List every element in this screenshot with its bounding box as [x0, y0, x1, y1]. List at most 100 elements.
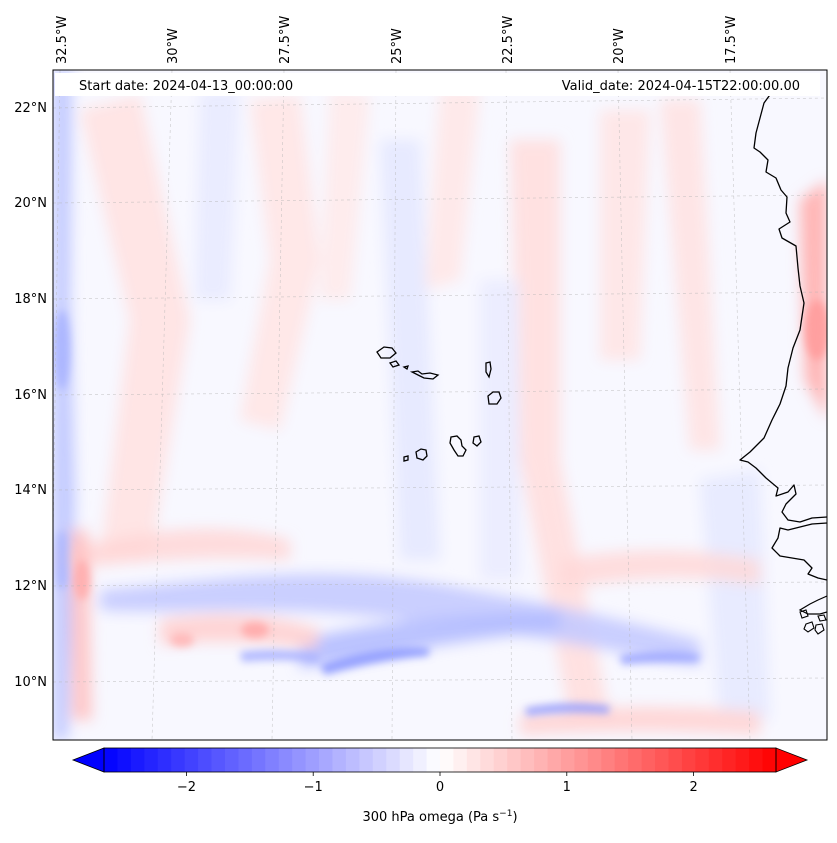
- lon-label: 25°W: [390, 28, 405, 64]
- colorbar-extend-min: [71, 747, 105, 773]
- africa-coastline-south: [771, 522, 827, 581]
- colorbar-tick-label: 1: [563, 780, 571, 795]
- island-fogo: [415, 448, 428, 461]
- island-sao-nicolau: [409, 370, 440, 380]
- colorbar-segment: [372, 748, 387, 772]
- colorbar-segment: [735, 748, 750, 772]
- island-maio: [472, 435, 482, 447]
- colorbar-segment: [440, 748, 455, 772]
- island-brava: [403, 455, 409, 462]
- island-santo-antao: [376, 346, 397, 359]
- colorbar-segment: [386, 748, 401, 772]
- lon-label: 17.5°W: [724, 16, 739, 64]
- lon-label: 27.5°W: [278, 16, 293, 64]
- lon-label: 22.5°W: [501, 16, 516, 64]
- gridlines: [53, 70, 827, 740]
- colorbar-segment: [198, 748, 213, 772]
- colorbar-segment: [668, 748, 683, 772]
- colorbar-segment: [493, 748, 508, 772]
- colorbar-segment: [453, 748, 468, 772]
- colorbar-label: 300 hPa omega (Pa s−1): [362, 809, 517, 825]
- colorbar-ticks: −2 −1 0 1 2: [177, 772, 698, 795]
- bijagos-coast: [798, 595, 827, 615]
- lon-label: 30°W: [166, 28, 181, 64]
- colorbar-tick-label: −1: [304, 780, 323, 795]
- colorbar-segment: [641, 748, 656, 772]
- date-label-strip: [55, 73, 820, 96]
- colorbar-segment: [319, 748, 334, 772]
- colorbar-label-sup: −1: [499, 809, 512, 819]
- colorbar-segment: [359, 748, 374, 772]
- lat-label: 14°N: [14, 483, 47, 498]
- colorbar-segment: [614, 748, 629, 772]
- colorbar-segment: [265, 748, 280, 772]
- island-santa-luzia: [402, 365, 409, 371]
- colorbar-segment: [305, 748, 320, 772]
- colorbar-segment: [560, 748, 575, 772]
- colorbar-segment: [587, 748, 602, 772]
- colorbar-segment: [601, 748, 616, 772]
- colorbar-segment: [507, 748, 522, 772]
- colorbar-segment: [413, 748, 428, 772]
- colorbar-segment: [722, 748, 737, 772]
- colorbar-segment: [238, 748, 253, 772]
- colorbar-segment: [144, 748, 159, 772]
- colorbar-segment: [574, 748, 589, 772]
- colorbar-segment: [251, 748, 266, 772]
- colorbar-segment: [184, 748, 199, 772]
- colorbar-segment: [681, 748, 696, 772]
- lon-label: 32.5°W: [55, 16, 70, 64]
- colorbar-segment: [117, 748, 132, 772]
- colorbar-segment: [520, 748, 535, 772]
- bijagos-islands: [799, 609, 827, 635]
- colorbar-segment: [104, 748, 119, 772]
- colorbar-segment: [708, 748, 723, 772]
- colorbar-segment: [628, 748, 643, 772]
- colorbar: −2 −1 0 1 2 300 hPa omega (Pa s−1): [71, 747, 809, 825]
- colorbar-segment: [278, 748, 293, 772]
- colorbar-label-end: ): [512, 810, 517, 825]
- island-sao-vicente: [388, 360, 401, 368]
- start-date-label: Start date: 2024-04-13_00:00:00: [79, 79, 293, 94]
- map-panel[interactable]: [50, 70, 829, 740]
- lat-label: 12°N: [14, 579, 47, 594]
- lat-label: 22°N: [14, 101, 47, 116]
- colorbar-segment: [695, 748, 710, 772]
- lat-label: 16°N: [14, 388, 47, 403]
- colorbar-segment: [426, 748, 441, 772]
- colorbar-segment: [399, 748, 414, 772]
- colorbar-label-text: 300 hPa omega (Pa s: [362, 810, 499, 825]
- island-santiago: [449, 435, 467, 457]
- colorbar-segment: [749, 748, 764, 772]
- colorbar-segment: [762, 748, 777, 772]
- lon-label: 20°W: [612, 28, 627, 64]
- africa-coastline: [739, 83, 827, 523]
- cape-verde-islands: [376, 346, 502, 462]
- colorbar-segment: [157, 748, 172, 772]
- colorbar-segment: [466, 748, 481, 772]
- colorbar-tick-label: 0: [436, 780, 444, 795]
- colorbar-segment: [211, 748, 226, 772]
- colorbar-segment: [345, 748, 360, 772]
- latitude-labels: 22°N 20°N 18°N 16°N 14°N 12°N 10°N: [14, 101, 47, 690]
- colorbar-segment: [480, 748, 495, 772]
- lat-label: 10°N: [14, 675, 47, 690]
- map-frame: [52, 69, 828, 741]
- colorbar-tick-label: −2: [177, 780, 196, 795]
- island-sal: [485, 361, 492, 379]
- lat-label: 20°N: [14, 196, 47, 211]
- colorbar-segment: [655, 748, 670, 772]
- colorbar-segment: [534, 748, 549, 772]
- lat-label: 18°N: [14, 292, 47, 307]
- valid-date-label: Valid_date: 2024-04-15T22:00:00.00: [562, 79, 800, 94]
- colorbar-segment: [292, 748, 307, 772]
- colorbar-segment: [332, 748, 347, 772]
- colorbar-segment: [547, 748, 562, 772]
- colorbar-segment: [130, 748, 145, 772]
- colorbar-segment: [224, 748, 239, 772]
- longitude-labels: 32.5°W 30°W 27.5°W 25°W 22.5°W 20°W 17.5…: [55, 16, 739, 64]
- colorbar-tick-label: 2: [689, 780, 697, 795]
- colorbar-segments: [104, 748, 777, 772]
- colorbar-segment: [171, 748, 186, 772]
